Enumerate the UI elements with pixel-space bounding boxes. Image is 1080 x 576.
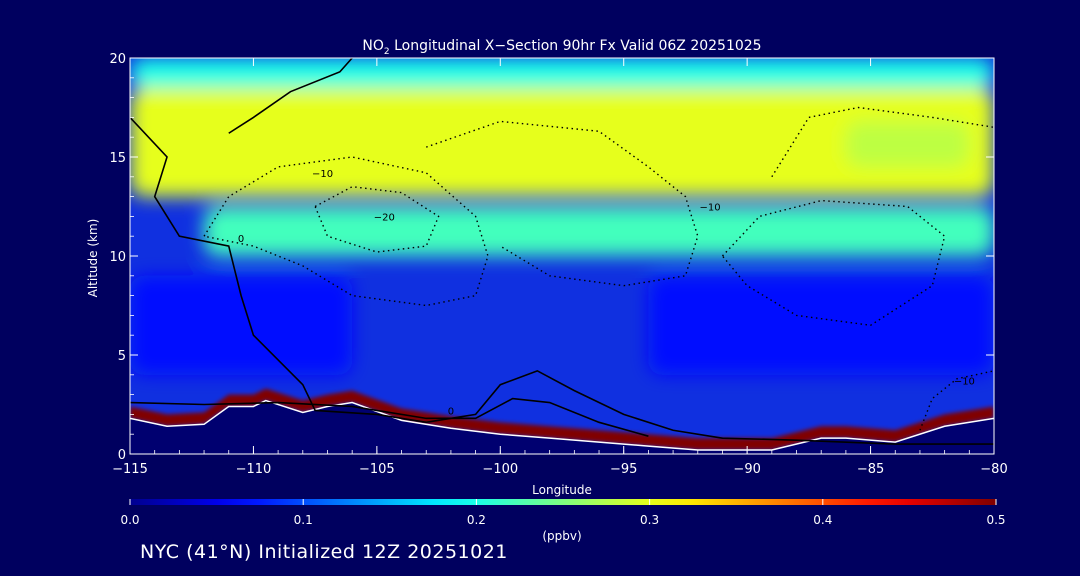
x-tick-label: −85 xyxy=(857,462,884,477)
y-tick-label: 10 xyxy=(109,250,126,265)
x-axis: −115 −110 −105 −100 −95 −90 −85 −80 xyxy=(112,58,1008,477)
contour-label: −10 xyxy=(700,202,721,213)
contour-label: 0 xyxy=(238,234,244,245)
contour-lines: 0 0 −10 −20 −10 −10 xyxy=(130,58,994,445)
terrain-outline xyxy=(130,399,994,451)
x-tick-label: −90 xyxy=(733,462,760,477)
plot-area: 0 0 −10 −20 −10 −10 xyxy=(130,58,994,454)
x-tick-label: −105 xyxy=(359,462,395,477)
x-tick-label: −80 xyxy=(980,462,1007,477)
surface-concentration-band xyxy=(130,388,994,451)
colorbar-unit: (ppbv) xyxy=(542,529,581,543)
colorbar-tick-label: 0.0 xyxy=(120,513,139,527)
title-prefix: NO xyxy=(362,38,384,54)
contour-label: −20 xyxy=(374,212,395,223)
colorbar-tick-label: 0.5 xyxy=(986,513,1005,527)
contour-line-2 xyxy=(228,58,353,134)
title-suffix: Longitudinal X−Section 90hr Fx Valid 06Z… xyxy=(390,38,762,54)
colorbar-ticks: 0.0 0.1 0.2 0.3 0.4 0.5 xyxy=(120,499,1006,527)
x-tick-label: −110 xyxy=(236,462,272,477)
x-tick-label: −100 xyxy=(482,462,518,477)
y-axis: 0 5 10 15 20 xyxy=(109,52,994,463)
y-tick-label: 20 xyxy=(109,52,126,67)
contour-label: 0 xyxy=(448,406,454,417)
concentration-layer-7 xyxy=(130,275,353,375)
footer-caption: NYC (41°N) Initialized 12Z 20251021 xyxy=(140,541,508,563)
y-tick-label: 0 xyxy=(118,448,126,463)
colorbar-bar xyxy=(130,499,996,505)
contour-line-1 xyxy=(130,397,649,437)
surface-layer xyxy=(130,388,994,454)
colorbar: 0.0 0.1 0.2 0.3 0.4 0.5 (ppbv) xyxy=(120,499,1006,543)
contour-line-0 xyxy=(130,116,994,445)
y-tick-label: 15 xyxy=(109,151,126,166)
contour-line-6 xyxy=(721,199,946,327)
colorbar-tick-label: 0.2 xyxy=(467,513,486,527)
x-tick-label: −115 xyxy=(112,462,148,477)
x-axis-label: Longitude xyxy=(532,483,592,497)
contour-label: −10 xyxy=(954,377,975,388)
x-tick-label: −95 xyxy=(610,462,637,477)
chart-title: NO2 Longitudinal X−Section 90hr Fx Valid… xyxy=(362,38,761,57)
contour-line-3 xyxy=(203,156,489,307)
concentration-layer-4 xyxy=(204,206,994,256)
concentration-field xyxy=(130,58,994,375)
contour-line-7 xyxy=(771,106,994,178)
concentration-layer-3 xyxy=(845,121,970,167)
colorbar-tick-label: 0.4 xyxy=(813,513,832,527)
colorbar-tick-label: 0.1 xyxy=(294,513,313,527)
concentration-layer-2 xyxy=(130,87,994,197)
concentration-layer-5 xyxy=(130,58,994,88)
y-axis-label: Altitude (km) xyxy=(86,219,100,298)
terrain xyxy=(130,400,994,454)
contour-label: −10 xyxy=(312,169,333,180)
concentration-layer-6 xyxy=(648,275,994,375)
title-subscript: 2 xyxy=(384,47,390,57)
contour-line-4 xyxy=(314,185,440,253)
y-tick-label: 5 xyxy=(118,349,126,364)
colorbar-tick-label: 0.3 xyxy=(640,513,659,527)
